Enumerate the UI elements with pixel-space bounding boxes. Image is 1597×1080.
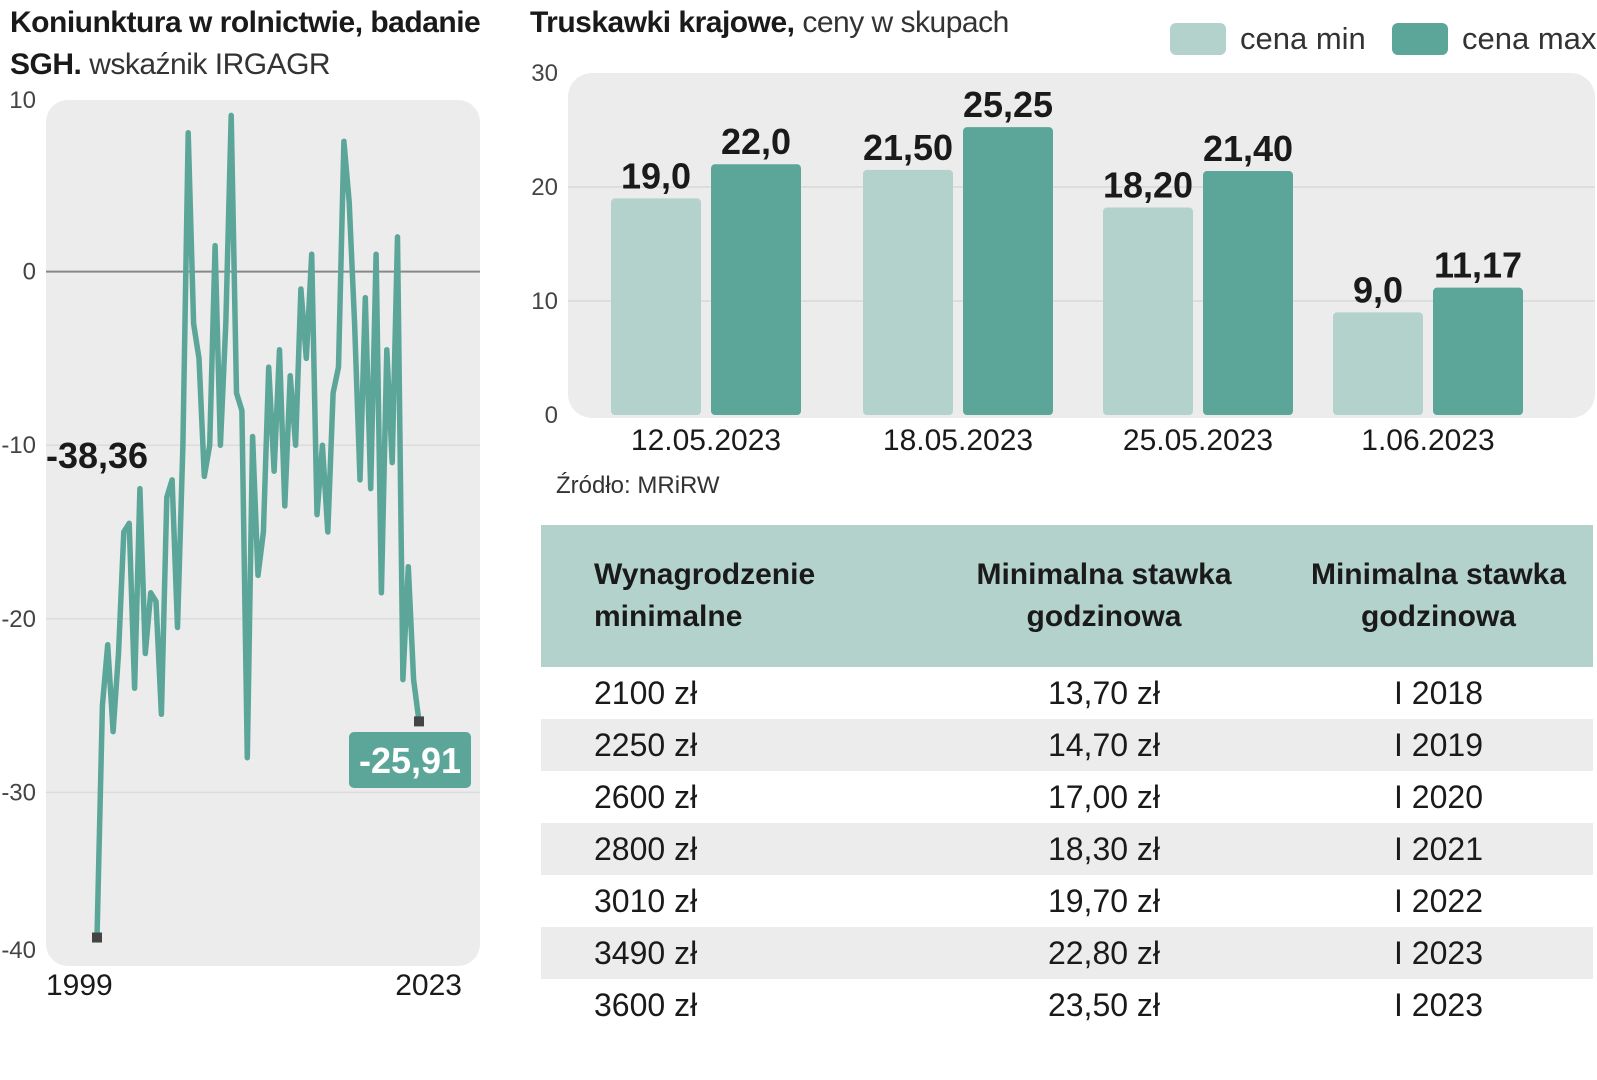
y-tick-label: -20 [1, 606, 36, 633]
table-cell-hourly: 19,70 zł [1047, 883, 1161, 919]
left-chart-title-light: wskaźnik IRGAGR [89, 48, 331, 81]
legend-entry-max: cena max [1392, 21, 1597, 56]
bar-min [1333, 312, 1423, 415]
legend-swatch-max [1392, 23, 1448, 55]
bar-value-label: 21,50 [863, 127, 953, 168]
table-cell-date: I 2018 [1394, 675, 1483, 711]
y-tick-label: 10 [9, 90, 36, 114]
source-note: Źródło: MRiRW [556, 472, 720, 499]
table-row: 2100 zł 13,70 zł I 2018 [541, 667, 1593, 719]
bar-min [1103, 207, 1193, 415]
table-cell-wage: 2250 zł [541, 719, 924, 771]
bar-value-label: 22,0 [721, 121, 791, 162]
y-tick-label: 20 [531, 174, 558, 201]
bar-max [1433, 287, 1523, 415]
table-row: 3010 zł 19,70 zł I 2022 [541, 875, 1593, 927]
x-end-label: 2023 [395, 969, 462, 1002]
start-value-label: -38,36 [46, 435, 148, 476]
x-start-label: 1999 [46, 969, 113, 1002]
irgagr-line-chart: 10 0 -10 -20 -30 -40 -38,36 -25,91 1999 2023 [1, 90, 480, 1002]
table-cell-date: I 2023 [1394, 987, 1483, 1023]
y-tick-label: 0 [545, 402, 558, 429]
table-cell-wage: 3600 zł [594, 987, 698, 1023]
table-cell-wage: 2800 zł [541, 823, 924, 875]
table-row: 3600 zł 23,50 zł I 2023 [541, 979, 1593, 1031]
table-cell-hourly: 18,30 zł [924, 823, 1284, 875]
table-cell-hourly: 17,00 zł [1047, 779, 1161, 815]
x-category-label: 25.05.2023 [1123, 424, 1273, 457]
right-chart-title: Truskawki krajowe, ceny w skupach [530, 2, 1009, 44]
irgagr-series-line [94, 112, 422, 941]
bar-value-label: 9,0 [1353, 269, 1403, 310]
x-category-label: 12.05.2023 [631, 424, 781, 457]
table-row: 2250 zł 14,70 zł I 2019 [541, 719, 1593, 771]
table-cell-hourly: 23,50 zł [1047, 987, 1161, 1023]
table-row: 2600 zł 17,00 zł I 2020 [541, 771, 1593, 823]
end-value-badge [349, 732, 471, 788]
bar-value-label: 19,0 [621, 155, 691, 196]
bar-max [1203, 171, 1293, 415]
table-cell-wage: 2100 zł [594, 675, 698, 711]
bar-max [711, 164, 801, 415]
table-cell-date: I 2021 [1284, 823, 1593, 875]
table-header-wage: Wynagrodzenie minimalne [541, 525, 924, 667]
right-chart-title-light: ceny w skupach [802, 6, 1009, 39]
y-tick-label: 0 [23, 259, 36, 286]
table-cell-date: I 2023 [1284, 927, 1593, 979]
bar-min [863, 169, 953, 415]
x-category-label: 1.06.2023 [1361, 424, 1494, 457]
table-cell-wage: 3490 zł [541, 927, 924, 979]
y-tick-label: -40 [1, 937, 36, 964]
left-chart-title-bold: Koniunktura w rolnictwie, badanie SGH. [10, 6, 481, 81]
table-row: 2800 zł 18,30 zł I 2021 [541, 823, 1593, 875]
y-tick-label: -30 [1, 779, 36, 806]
start-point-marker [92, 932, 102, 943]
table-header-row: Wynagrodzenie minimalne Minimalna stawka… [541, 525, 1593, 667]
bar-value-label: 11,17 [1434, 245, 1522, 286]
x-category-label: 18.05.2023 [883, 424, 1033, 457]
table-cell-hourly: 22,80 zł [924, 927, 1284, 979]
table-cell-wage: 3010 zł [594, 883, 698, 919]
end-point-marker [414, 716, 424, 727]
bar-value-label: 18,20 [1103, 165, 1193, 206]
table-header-hourly: Minimalna stawka godzinowa [924, 525, 1284, 667]
left-chart-title: Koniunktura w rolnictwie, badanie SGH. w… [10, 2, 510, 86]
bar-max [963, 127, 1053, 416]
bar-min [611, 198, 701, 415]
right-chart-title-bold: Truskawki krajowe, [530, 6, 795, 39]
legend-label-min: cena min [1240, 21, 1366, 56]
y-tick-label: -10 [1, 432, 36, 459]
bar-value-label: 21,40 [1203, 128, 1293, 169]
legend-entry-min: cena min [1170, 21, 1366, 56]
y-tick-label: 30 [531, 60, 558, 87]
table-cell-hourly: 14,70 zł [924, 719, 1284, 771]
table-cell-hourly: 13,70 zł [1047, 675, 1161, 711]
legend-label-max: cena max [1462, 21, 1597, 56]
table-cell-date: I 2020 [1394, 779, 1483, 815]
bar-value-label: 25,25 [963, 84, 1053, 125]
table-cell-date: I 2022 [1394, 883, 1483, 919]
end-value-label: -25,91 [359, 740, 461, 781]
y-tick-label: 10 [531, 288, 558, 315]
table-cell-wage: 2600 zł [594, 779, 698, 815]
minimum-wage-table: Wynagrodzenie minimalne Minimalna stawka… [541, 525, 1593, 1031]
table-row: 3490 zł 22,80 zł I 2023 [541, 927, 1593, 979]
legend-swatch-min [1170, 23, 1226, 55]
table-cell-date: I 2019 [1284, 719, 1593, 771]
table-header-date: Minimalna stawka godzinowa [1284, 525, 1593, 667]
